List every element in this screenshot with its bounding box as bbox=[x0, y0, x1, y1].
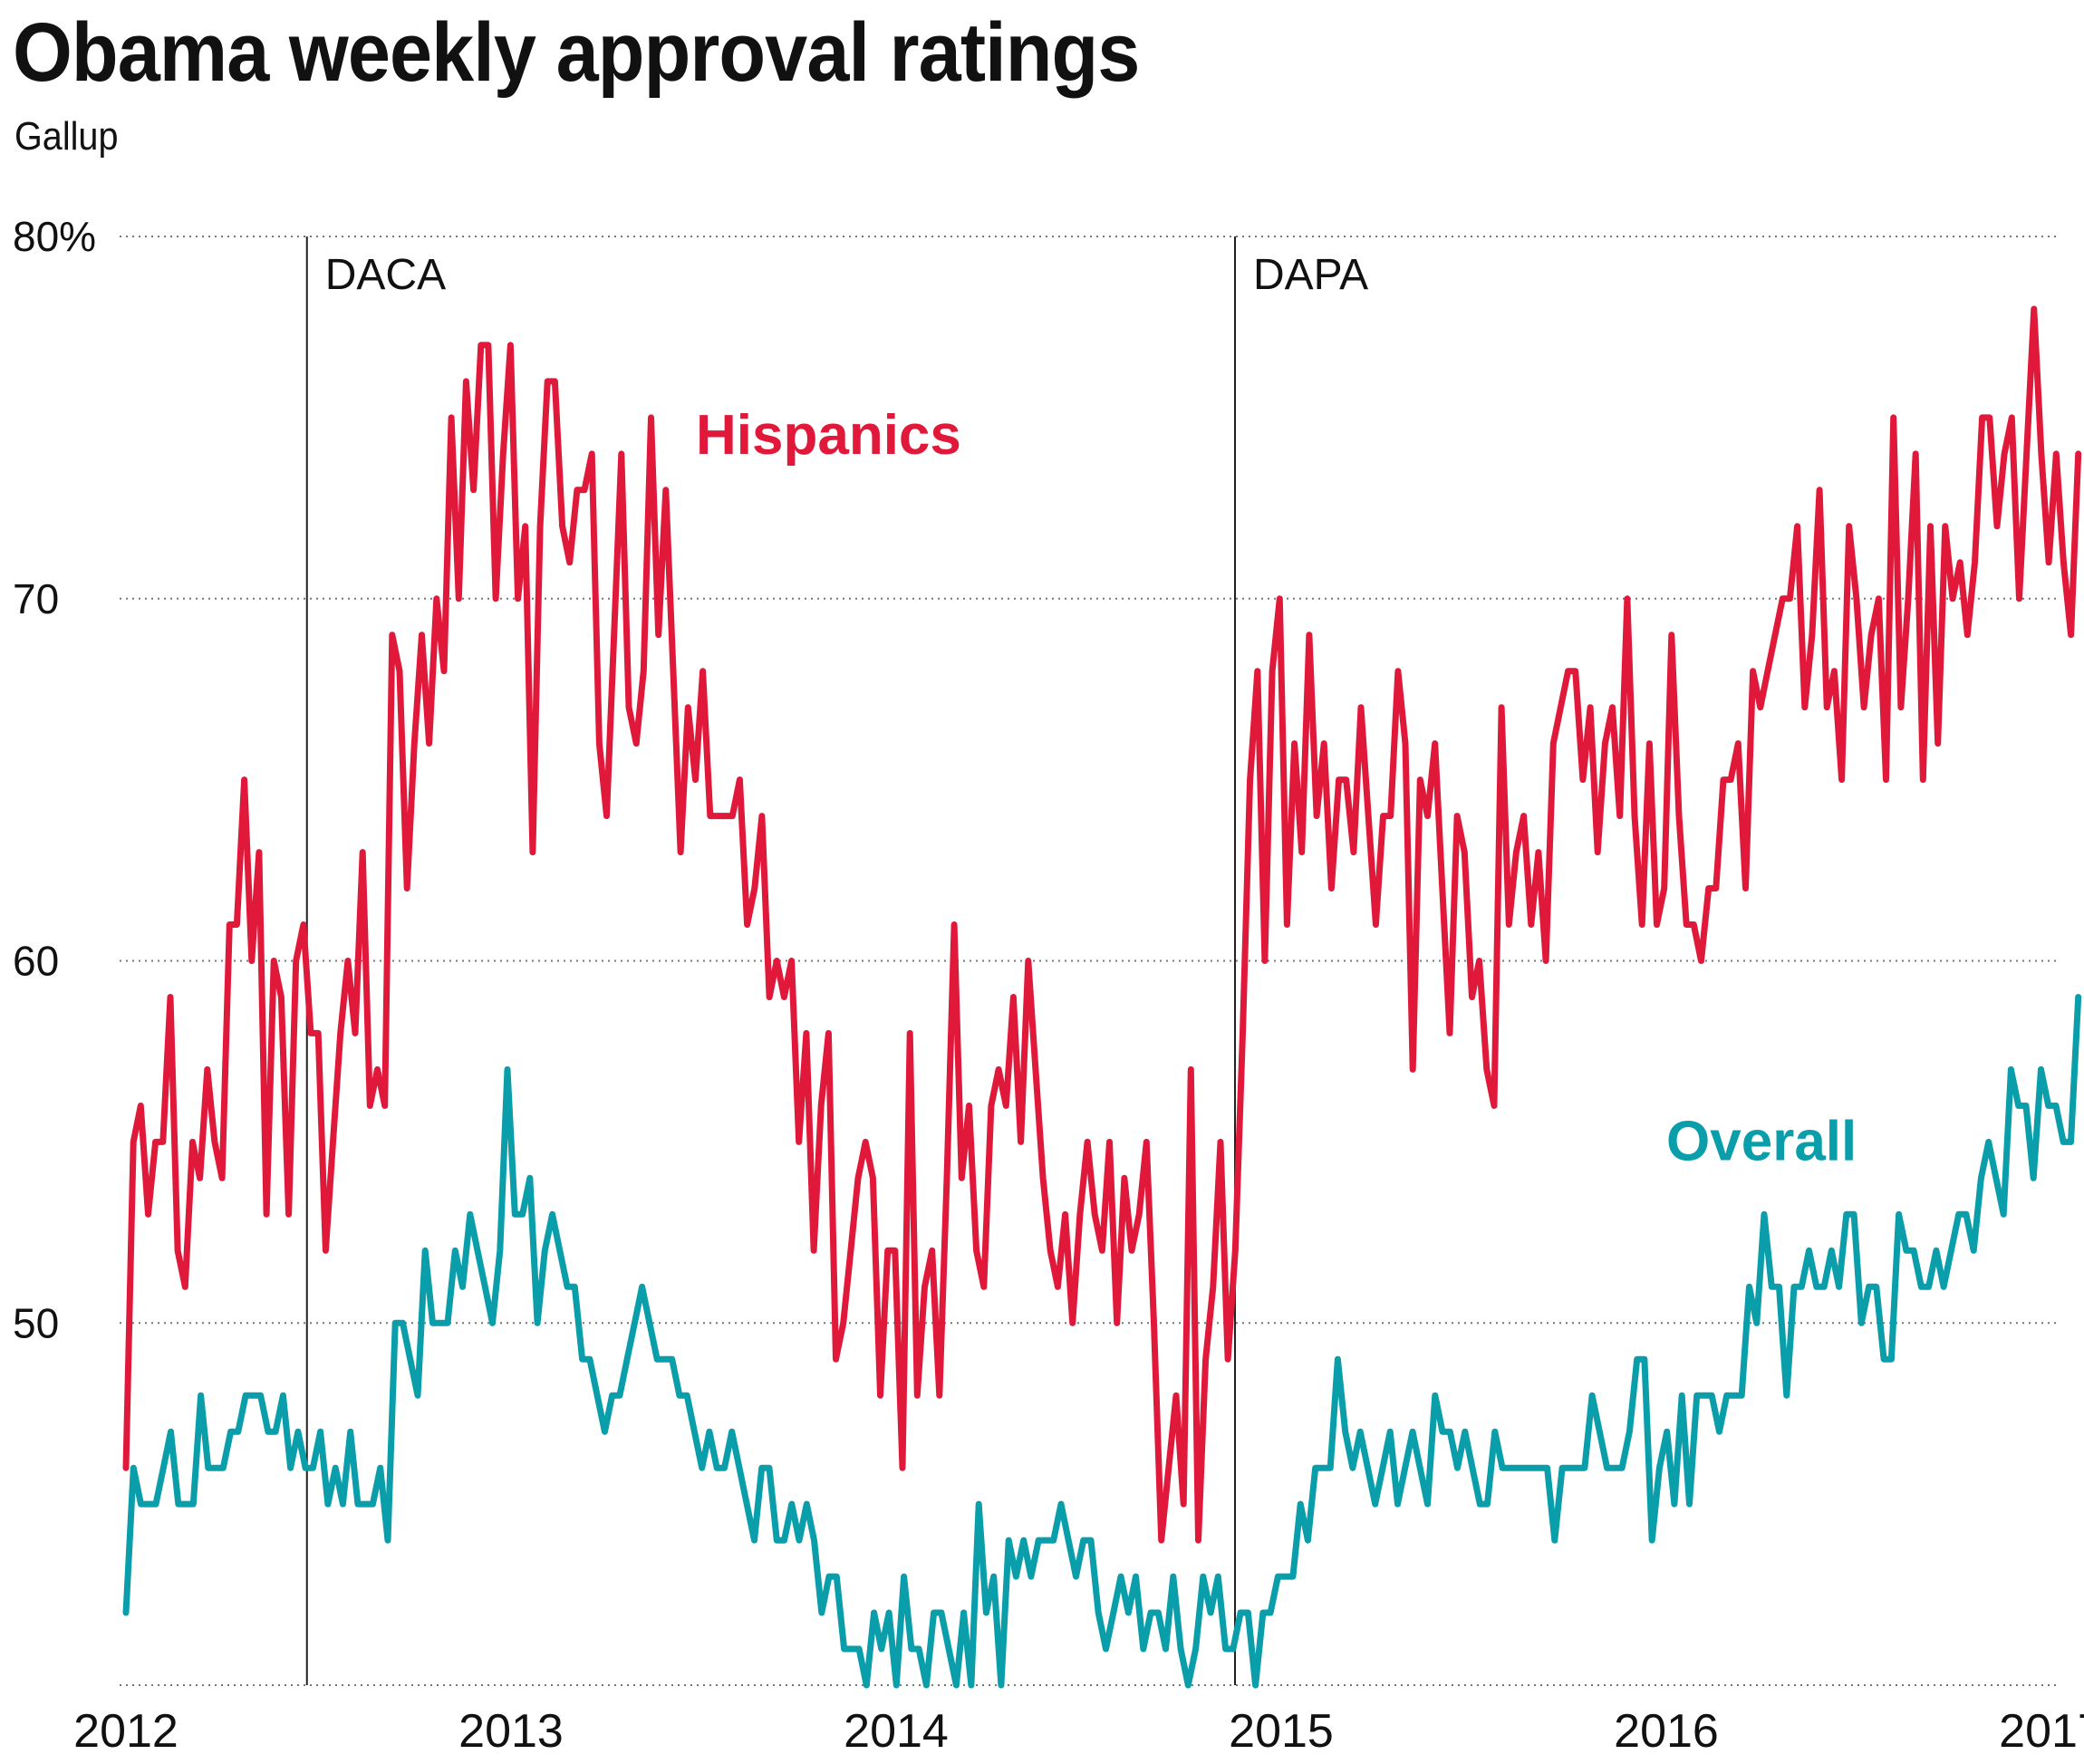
series-labels: Hispanics Overall bbox=[696, 404, 1857, 1173]
series-label-hispanics: Hispanics bbox=[696, 404, 961, 467]
annotation-label: DAPA bbox=[1253, 251, 1368, 299]
chart-subtitle: Gallup bbox=[14, 114, 119, 159]
x-tick-label: 2017 bbox=[1999, 1705, 2084, 1758]
y-axis: 80% 70 60 50 bbox=[13, 213, 96, 1346]
series-lines bbox=[122, 305, 2082, 1689]
annotation-label: DACA bbox=[325, 251, 446, 299]
event-annotations: DACA DAPA bbox=[305, 236, 1368, 1685]
y-tick-label: 80% bbox=[13, 213, 96, 260]
y-tick-label: 70 bbox=[13, 575, 59, 622]
x-tick-label: 2014 bbox=[844, 1705, 949, 1758]
x-tick-label: 2012 bbox=[73, 1705, 178, 1758]
series-label-overall: Overall bbox=[1666, 1110, 1857, 1172]
x-tick-label: 2013 bbox=[458, 1705, 564, 1758]
x-tick-label: 2016 bbox=[1614, 1705, 1719, 1758]
gridlines bbox=[120, 236, 2057, 1686]
y-tick-label: 60 bbox=[13, 938, 59, 985]
series-line-overall bbox=[122, 994, 2082, 1689]
y-tick-label: 50 bbox=[13, 1299, 59, 1346]
x-axis: 2012 2013 2014 2015 2016 2017 bbox=[73, 1705, 2084, 1758]
x-tick-label: 2015 bbox=[1229, 1705, 1334, 1758]
series-line-hispanics bbox=[122, 305, 2082, 1544]
chart-title: Obama weekly approval ratings bbox=[13, 6, 1140, 99]
